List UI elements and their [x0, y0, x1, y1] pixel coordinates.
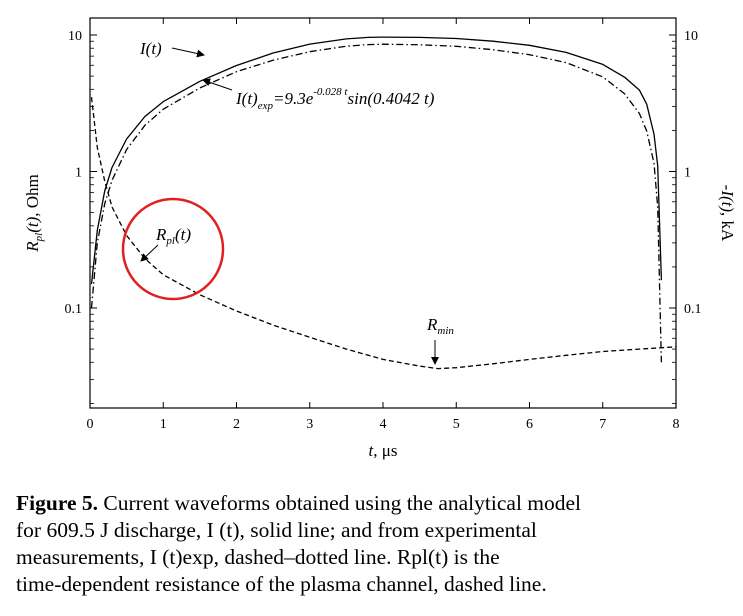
caption-label: Figure 5. — [16, 491, 99, 515]
x-tick-label: 2 — [233, 417, 240, 432]
exp-label-arrow — [202, 78, 233, 91]
y-axis-right-label: -I(t), kA — [718, 185, 737, 242]
x-tick-label: 8 — [673, 417, 680, 432]
y-tick-label-right: 0.1 — [684, 302, 702, 317]
caption-line-4: time-dependent resistance of the plasma … — [16, 572, 547, 596]
x-tick-label: 6 — [526, 417, 533, 432]
y-tick-label-left: 1 — [75, 166, 82, 181]
series-group — [90, 36, 677, 370]
x-tick-label: 1 — [160, 417, 167, 432]
figure-caption: Figure 5. Current waveforms obtained usi… — [16, 490, 731, 598]
x-tick-label: 3 — [306, 417, 313, 432]
y-tick-label-left: 10 — [68, 29, 82, 44]
exp-label: I(t)exp=9.3e-0.028 tsin(0.4042 t) — [235, 86, 435, 112]
x-tick-label: 5 — [453, 417, 460, 432]
resistance-label-arrow — [140, 244, 159, 262]
x-tick-label: 0 — [87, 417, 94, 432]
x-tick-label: 7 — [599, 417, 606, 432]
chart-figure: 0 1 2 3 4 5 6 7 810 101 10.1 0.1 t, μs Rpl(t), Ohm … — [23, 17, 737, 460]
axis-ticks: 0 1 2 3 4 5 6 7 8 10 10 1 1 0.1 0.1 — [65, 18, 702, 432]
resistance-label: Rpl(t) — [155, 225, 191, 247]
x-tick-label: 4 — [380, 417, 387, 432]
y-tick-label-left: 0.1 — [65, 302, 83, 317]
series-line-resistance — [90, 97, 677, 370]
caption-line-1: Figure 5. Current waveforms obtained usi… — [16, 490, 731, 517]
current-label: I(t) — [139, 39, 162, 58]
series-line-current — [90, 36, 663, 285]
plot-frame — [89, 17, 677, 409]
y-tick-label-right: 1 — [684, 166, 691, 181]
current-label-arrow — [171, 47, 205, 58]
x-axis-label-unit: , μs — [373, 441, 397, 460]
caption-line-2: for 609.5 J discharge, I (t), solid line… — [16, 518, 537, 542]
y-tick-label-right: 10 — [684, 29, 698, 44]
rmin-label: Rmin — [426, 315, 454, 337]
x-axis-label: t, μs — [369, 441, 398, 460]
highlight-circle — [121, 197, 225, 301]
caption-text-1: Current waveforms obtained using the ana… — [103, 491, 582, 515]
y-axis-left-label: Rpl(t), Ohm — [23, 174, 45, 253]
caption-line-3: measurements, I (t)exp, dashed–dotted li… — [16, 545, 500, 569]
